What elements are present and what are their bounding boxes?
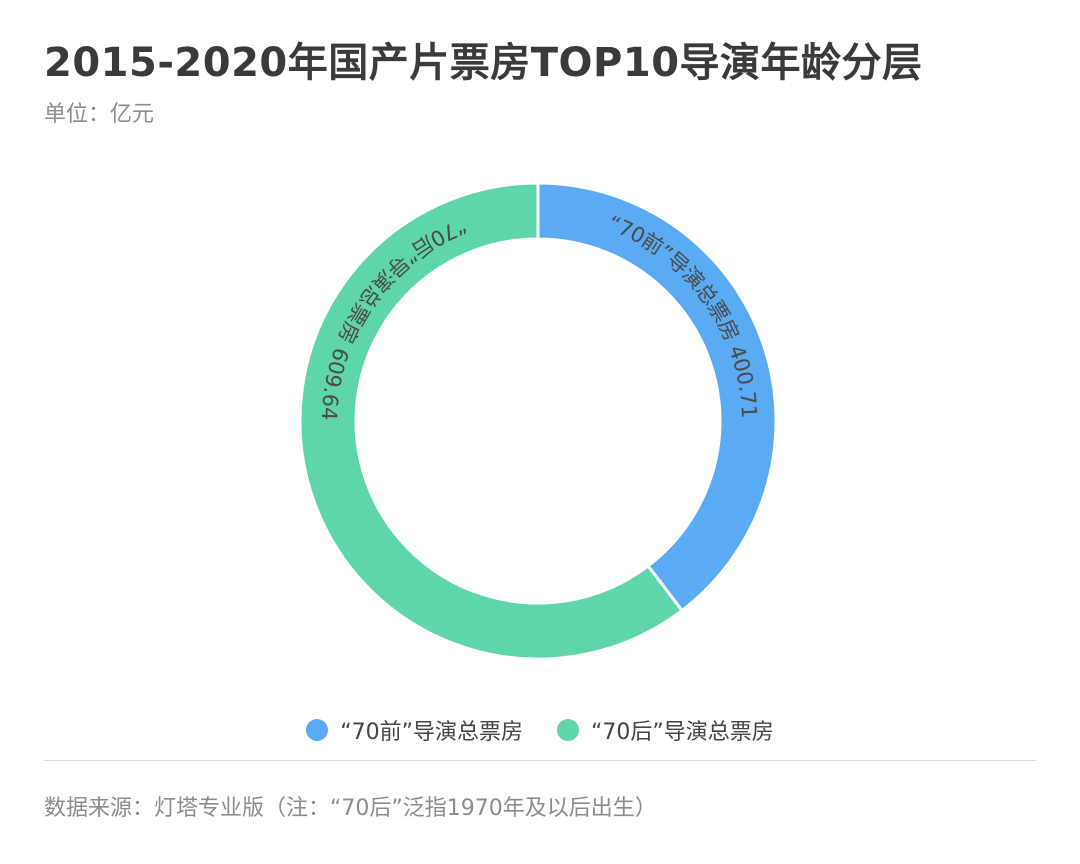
legend-item-70-before: “70前”导演总票房 xyxy=(306,714,523,746)
chart-unit: 单位：亿元 xyxy=(44,102,155,127)
chart-title: 2015-2020年国产片票房TOP10导演年龄分层 xyxy=(44,40,923,86)
legend-label-70-before: “70前”导演总票房 xyxy=(340,720,523,745)
donut-slice-0 xyxy=(536,181,778,613)
donut-slice-1 xyxy=(298,181,685,661)
donut-slices xyxy=(298,181,778,661)
legend-swatch-70-before xyxy=(306,719,329,741)
legend-swatch-70-after xyxy=(557,719,579,741)
footer-divider xyxy=(44,760,1036,761)
data-source-note: 数据来源：灯塔专业版（注：“70后”泛指1970年及以后出生） xyxy=(44,796,657,821)
legend-item-70-after: “70后”导演总票房 xyxy=(557,714,774,746)
legend-label-70-after: “70后”导演总票房 xyxy=(591,720,774,745)
chart-legend: “70前”导演总票房 “70后”导演总票房 xyxy=(0,714,1080,746)
